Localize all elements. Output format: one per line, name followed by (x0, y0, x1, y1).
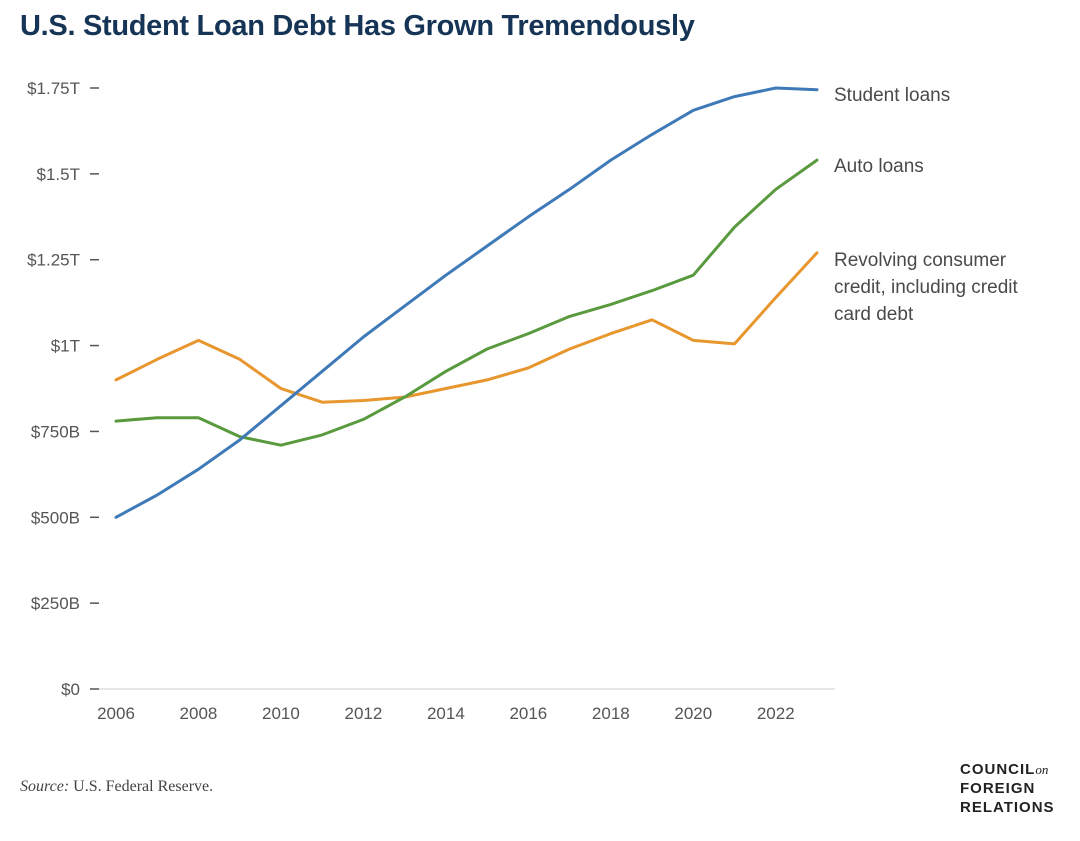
x-tick-label: 2012 (344, 704, 382, 723)
x-tick-label: 2006 (97, 704, 135, 723)
series-label-2: credit, including credit (834, 277, 1018, 298)
logo-on: on (1035, 762, 1049, 777)
x-tick-label: 2022 (757, 704, 795, 723)
x-tick-label: 2014 (427, 704, 465, 723)
x-tick-label: 2020 (674, 704, 712, 723)
x-tick-label: 2018 (592, 704, 630, 723)
y-tick-label: $0 (61, 680, 80, 699)
y-tick-label: $250B (31, 594, 80, 613)
cfr-logo: COUNCILon FOREIGN RELATIONS (960, 760, 1055, 817)
series-label-0: Student loans (834, 85, 950, 106)
series-line-2 (114, 251, 819, 404)
y-tick-label: $1T (51, 337, 80, 356)
y-tick-label: $1.25T (27, 251, 80, 270)
source-label: Source: (20, 778, 70, 795)
series-line-1 (114, 158, 819, 447)
series-label-2: card debt (834, 304, 914, 325)
series-line-0 (114, 86, 819, 519)
series-label-2: Revolving consumer (834, 250, 1007, 271)
source-note: Source: U.S. Federal Reserve. (20, 778, 213, 796)
x-tick-label: 2016 (509, 704, 547, 723)
y-tick-label: $1.75T (27, 79, 80, 98)
y-tick-label: $1.5T (37, 165, 80, 184)
logo-line-2: FOREIGN (960, 780, 1036, 797)
x-tick-label: 2008 (180, 704, 218, 723)
series-label-1: Auto loans (834, 156, 924, 177)
x-tick-label: 2010 (262, 704, 300, 723)
source-text: U.S. Federal Reserve. (73, 778, 214, 795)
y-tick-label: $500B (31, 508, 80, 527)
y-tick-label: $750B (31, 422, 80, 441)
logo-line-3: RELATIONS (960, 799, 1055, 816)
logo-line-1: COUNCIL (960, 761, 1036, 778)
chart-title: U.S. Student Loan Debt Has Grown Tremend… (20, 10, 695, 42)
